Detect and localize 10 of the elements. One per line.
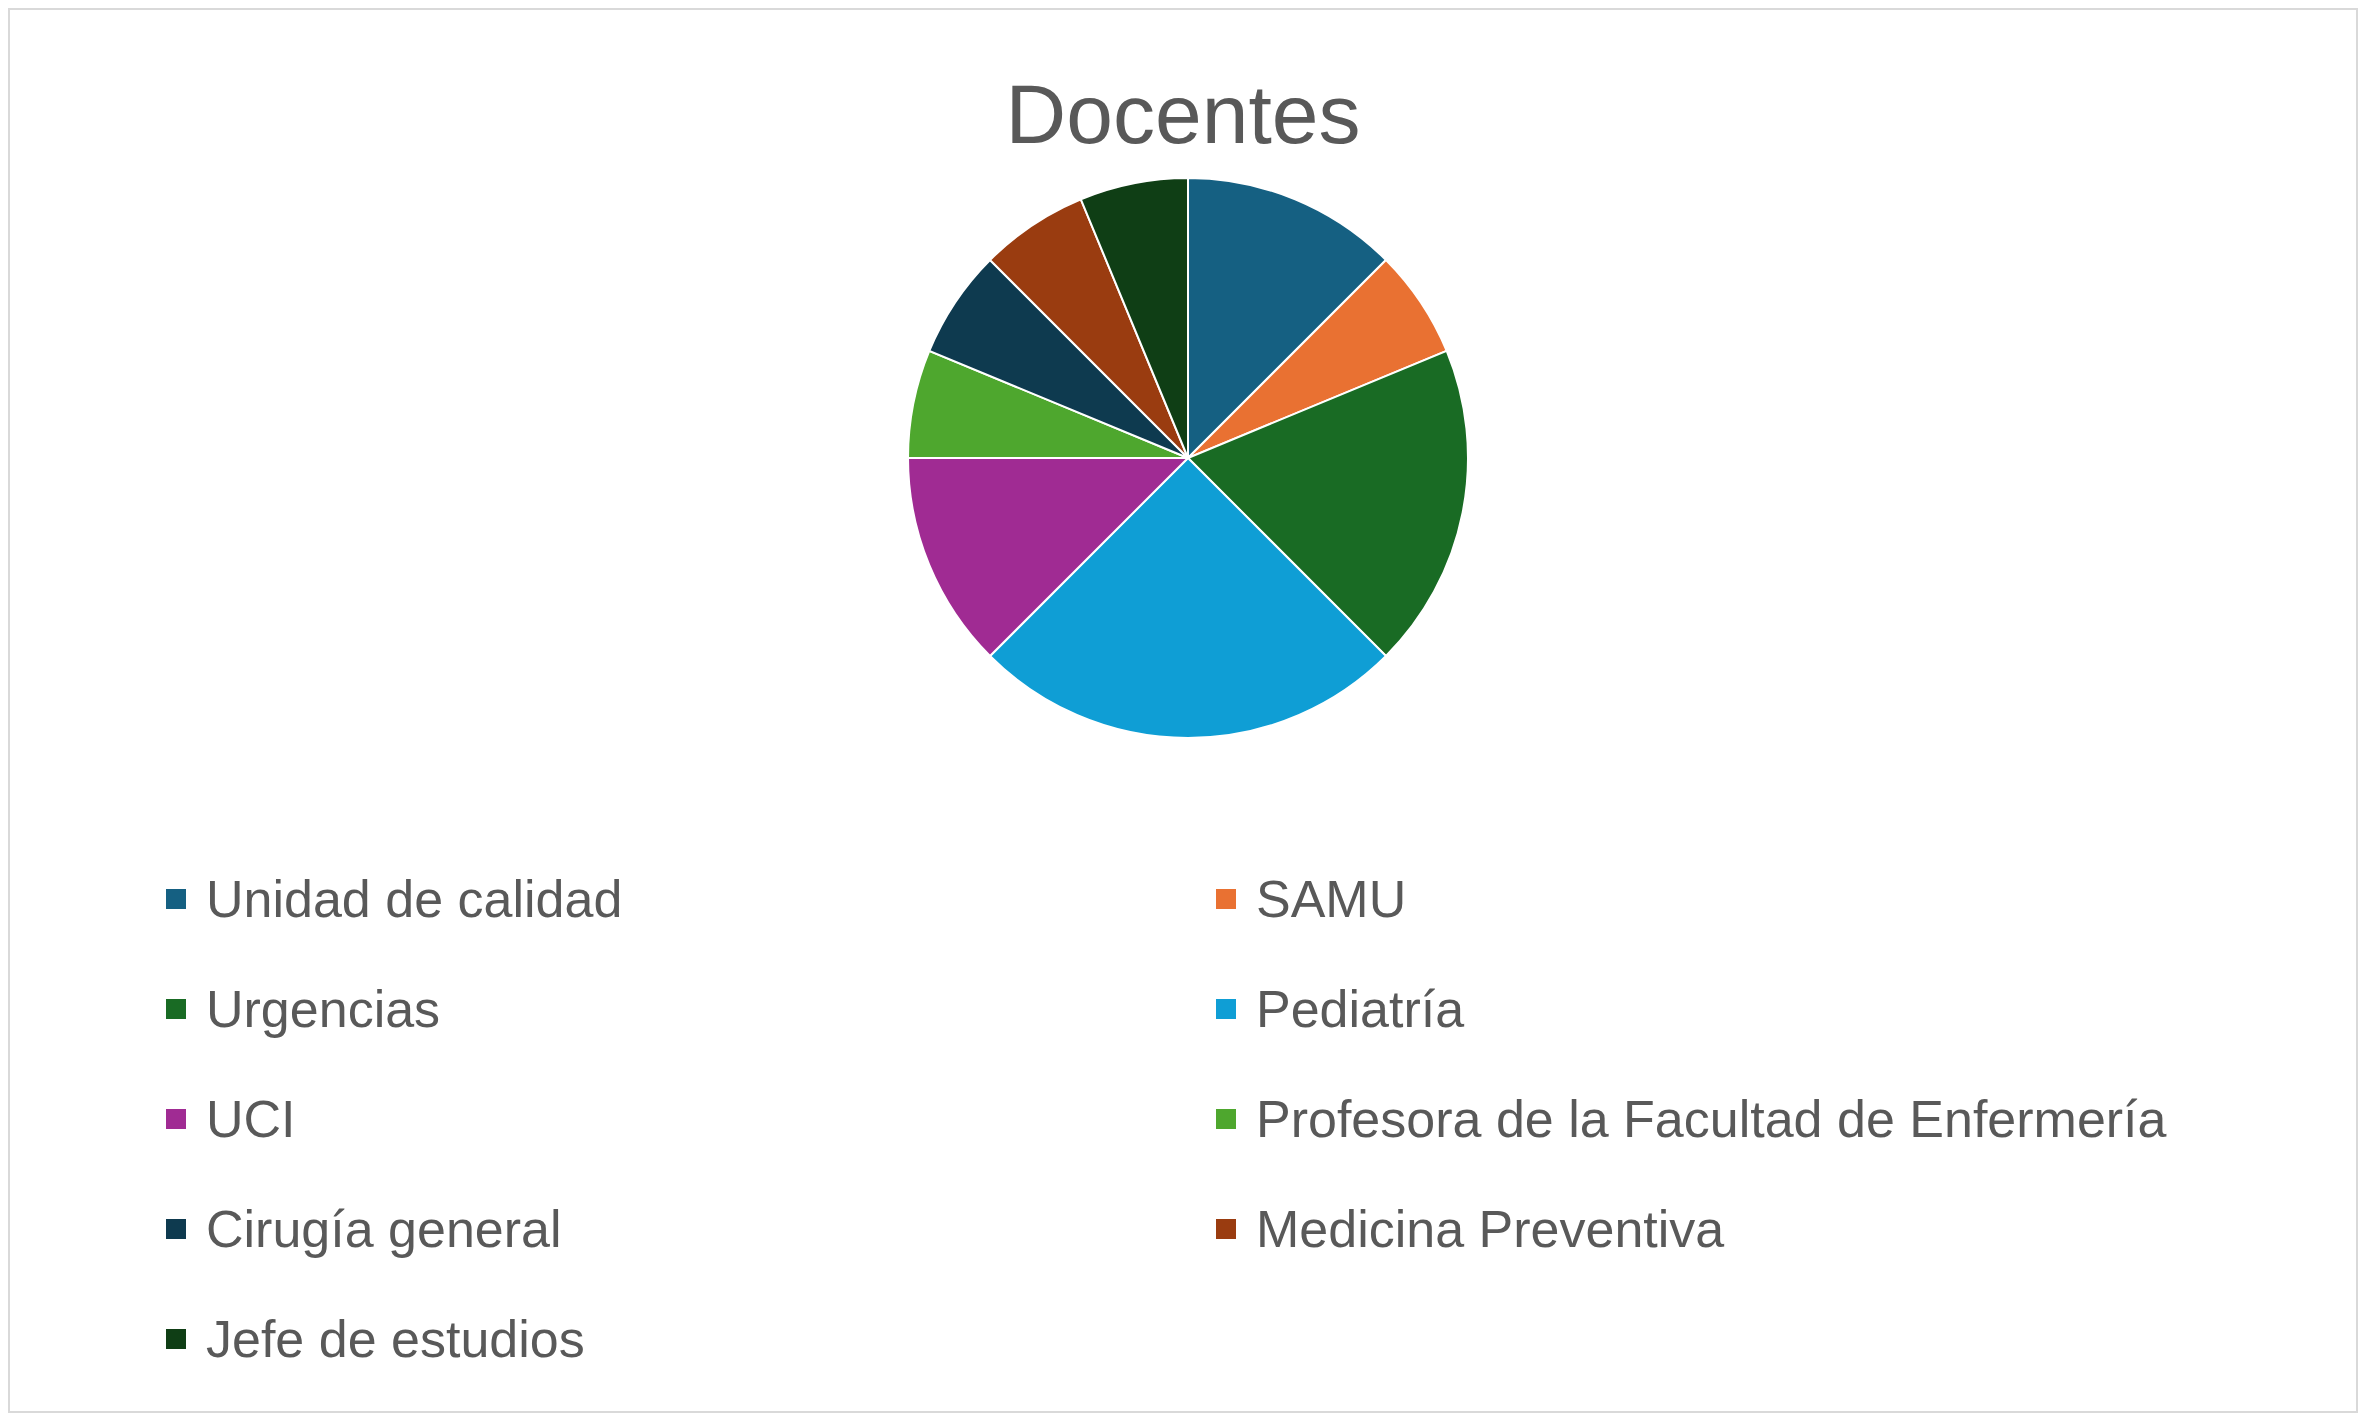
chart-title: Docentes <box>1005 67 1361 161</box>
legend-label: Unidad de calidad <box>206 870 623 928</box>
legend-label: UCI <box>206 1090 296 1148</box>
legend-label: Pediatría <box>1256 980 1465 1038</box>
legend-label: Jefe de estudios <box>206 1310 585 1368</box>
legend-label: Urgencias <box>206 980 441 1038</box>
legend-label: SAMU <box>1256 870 1407 928</box>
legend-label: Medicina Preventiva <box>1256 1200 1725 1258</box>
legend-label: Profesora de la Facultad de Enfermería <box>1256 1090 2167 1148</box>
legend-label: Cirugía general <box>206 1200 562 1258</box>
